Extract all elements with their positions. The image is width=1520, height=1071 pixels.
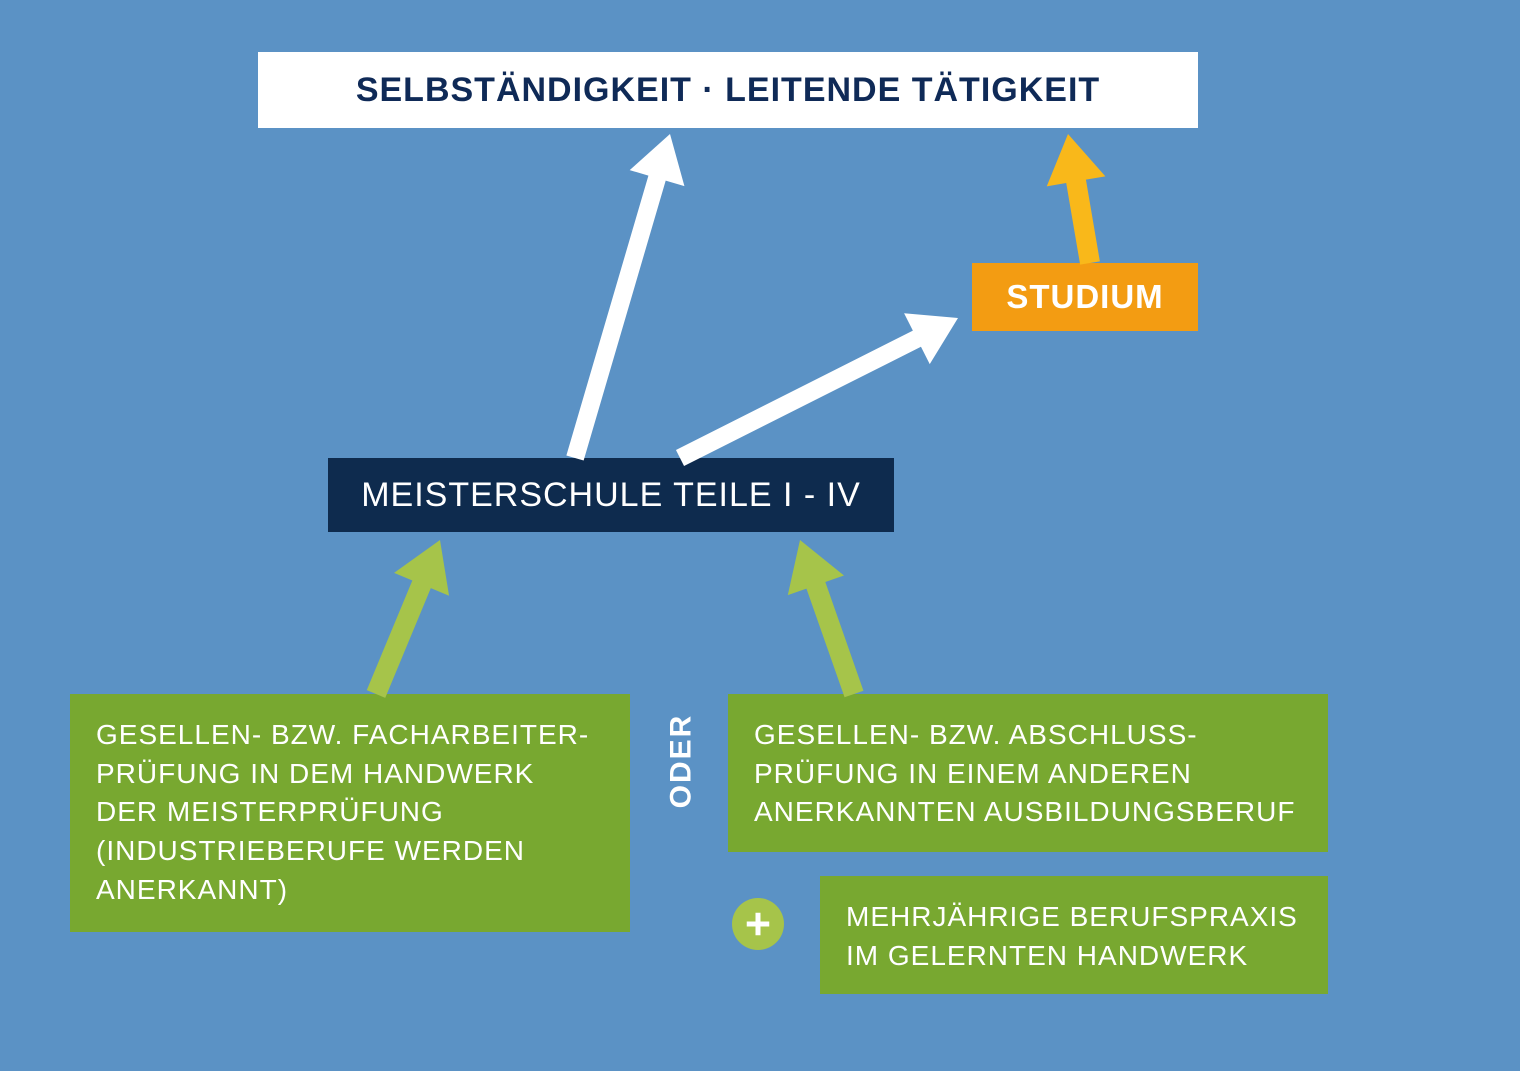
connector-oder: ODER [664,714,698,809]
arrow-meister-to-top [566,134,684,461]
arrow-left-to-meister [367,540,449,698]
arrow-meister-to-studium [676,313,958,466]
node-prerequisite-right-top: GESELLEN- BZW. ABSCHLUSS- PRÜFUNG IN EIN… [728,694,1328,852]
node-studium: STUDIUM [972,263,1198,331]
node-meisterschule: MEISTERSCHULE TEILE I - IV [328,458,894,532]
node-top-goal: SELBSTÄNDIGKEIT · LEITENDE TÄTIGKEIT [258,52,1198,128]
plus-icon [732,898,784,950]
node-prerequisite-right-top-label: GESELLEN- BZW. ABSCHLUSS- PRÜFUNG IN EIN… [754,716,1295,832]
node-prerequisite-left-label: GESELLEN- BZW. FACHARBEITER- PRÜFUNG IN … [96,716,589,909]
node-prerequisite-right-bottom: MEHRJÄHRIGE BERUFSPRAXIS IM GELERNTEN HA… [820,876,1328,994]
arrow-studium-to-top [1047,134,1106,265]
arrow-right-to-meister [788,540,864,697]
node-prerequisite-right-bottom-label: MEHRJÄHRIGE BERUFSPRAXIS IM GELERNTEN HA… [846,898,1298,975]
node-prerequisite-left: GESELLEN- BZW. FACHARBEITER- PRÜFUNG IN … [70,694,630,932]
